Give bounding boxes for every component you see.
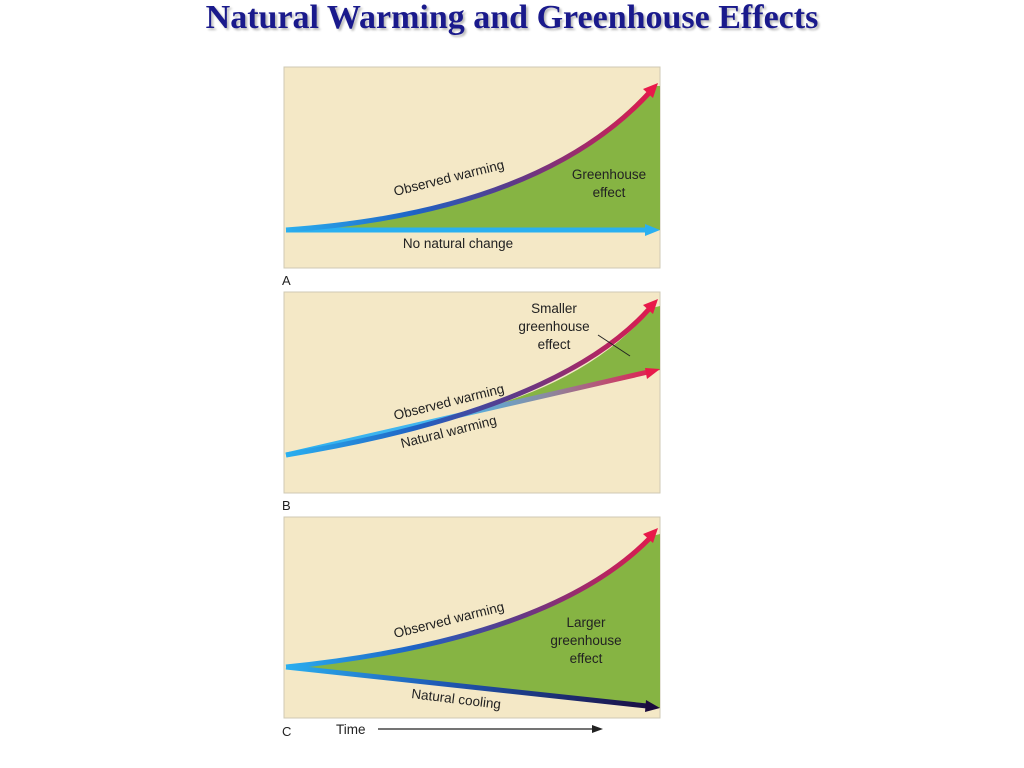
panel-b-greenhouse-region (420, 306, 660, 423)
panel-a-observed-arrowhead (643, 83, 658, 98)
panel-b-natural-arrowhead (645, 368, 660, 379)
panel-c-observed-line (285, 536, 652, 670)
panel-a-observed-line (285, 90, 652, 233)
time-axis: Time (336, 722, 603, 737)
panel-c-letter: C (282, 724, 291, 739)
panel-c-region-label-line-1: Larger (566, 615, 606, 630)
panel-a-greenhouse-region (286, 86, 660, 230)
time-axis-label: Time (336, 722, 366, 737)
panel-b-observed-arrowhead (643, 299, 658, 314)
panel-b-region-label-line-1: Smaller (531, 301, 577, 316)
panel-c-region-label-line-3: effect (570, 651, 603, 666)
panel-b-region-label-line-3: effect (538, 337, 571, 352)
panel-b-background (283, 291, 661, 494)
panel-b-observed-line (285, 306, 652, 458)
panel-b-region-leader-line (597, 334, 631, 357)
panel-c-cooling-line (285, 664, 648, 709)
panel-a-baseline-arrowhead (645, 224, 660, 236)
panel-a: Observed warming No natural change Green… (282, 66, 661, 288)
panel-b: Observed warming Natural warming Smaller… (282, 291, 661, 513)
panel-c-region-label-line-2: greenhouse (550, 633, 621, 648)
panel-c-greenhouse-region (286, 534, 660, 708)
panel-b-region-label-line-2: greenhouse (518, 319, 589, 334)
panel-b-letter: B (282, 498, 291, 513)
panel-a-region-label-line-2: effect (593, 185, 626, 200)
panel-a-letter: A (282, 273, 291, 288)
panel-a-baseline-label: No natural change (403, 236, 513, 251)
time-axis-arrowhead (592, 725, 603, 733)
panel-c-observed-arrowhead (643, 528, 658, 543)
panel-c: Observed warming Natural cooling Larger … (282, 516, 661, 739)
slide-title: Natural Warming and Greenhouse Effects (205, 0, 819, 36)
panel-c-cooling-arrowhead (645, 700, 660, 712)
panel-a-region-label-line-1: Greenhouse (572, 167, 646, 182)
